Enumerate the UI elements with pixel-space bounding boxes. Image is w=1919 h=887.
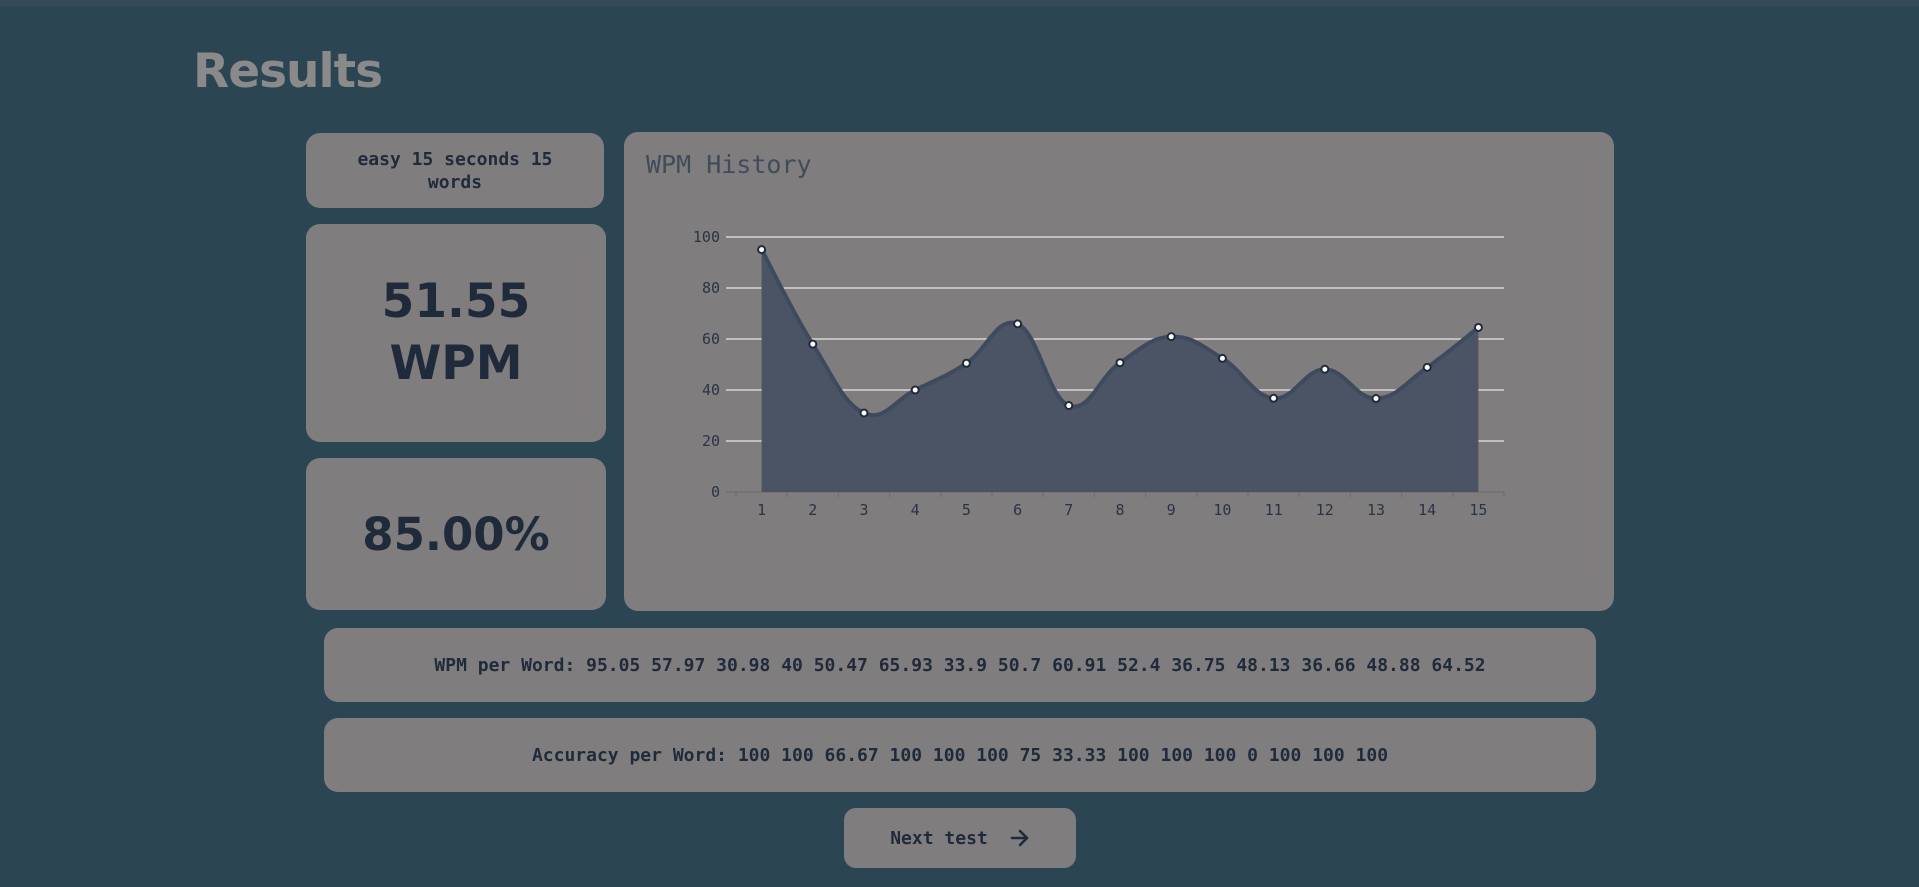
x-tick-label: 5 [962, 501, 971, 519]
data-point [1269, 393, 1279, 403]
test-mode-label: easy 15 seconds 15 words [357, 148, 553, 193]
data-point [1166, 332, 1176, 342]
wpm-history-chart-card: WPM History 0 20 40 60 80 100 1 2 3 4 5 6 7 8 9 10 11 12 1… [624, 132, 1614, 611]
x-tick-label: 11 [1265, 501, 1283, 519]
x-tick-label: 7 [1064, 501, 1073, 519]
y-tick-label: 40 [702, 381, 720, 399]
chart-title: WPM History [646, 150, 812, 179]
x-tick-label: 13 [1367, 501, 1385, 519]
wpm-result: 51.55 WPM [382, 271, 531, 395]
data-point [757, 245, 767, 255]
wpm-card: 51.55 WPM [306, 224, 606, 442]
data-point [808, 339, 818, 349]
data-point [1422, 362, 1432, 372]
x-tick-label: 1 [757, 501, 766, 519]
accuracy-card: 85.00% [306, 458, 606, 610]
wpm-per-word-text: WPM per Word: 95.05 57.97 30.98 40 50.47… [434, 654, 1486, 676]
x-tick-label: 6 [1013, 501, 1022, 519]
y-tick-label: 60 [702, 330, 720, 348]
y-tick-label: 0 [711, 483, 720, 501]
y-tick-label: 20 [702, 432, 720, 450]
x-tick-label: 2 [808, 501, 817, 519]
data-point [910, 385, 920, 395]
x-tick-label: 10 [1213, 501, 1231, 519]
wpm-value: 51.55 [381, 274, 531, 329]
page-title: Results [193, 44, 383, 99]
x-tick-label: 14 [1418, 501, 1436, 519]
wpm-unit: WPM [389, 336, 523, 391]
top-border [0, 0, 1919, 6]
x-tick-label: 8 [1115, 501, 1124, 519]
next-test-label: Next test [890, 827, 988, 849]
x-tick-label: 12 [1316, 501, 1334, 519]
arrow-right-icon [1010, 829, 1030, 847]
data-point [961, 358, 971, 368]
y-tick-label: 80 [702, 279, 720, 297]
x-tick-label: 4 [911, 501, 920, 519]
data-point [1064, 401, 1074, 411]
wpm-area [761, 249, 1479, 492]
accuracy-per-word-card: Accuracy per Word: 100 100 66.67 100 100… [324, 718, 1596, 792]
accuracy-value: 85.00% [362, 507, 550, 561]
wpm-per-word-card: WPM per Word: 95.05 57.97 30.98 40 50.47… [324, 628, 1596, 702]
y-tick-label: 100 [693, 228, 720, 246]
data-point [1217, 353, 1227, 363]
data-point [1013, 319, 1023, 329]
accuracy-per-word-text: Accuracy per Word: 100 100 66.67 100 100… [531, 744, 1389, 766]
next-test-button[interactable]: Next test [844, 808, 1076, 868]
data-point [859, 408, 869, 418]
test-mode-card: easy 15 seconds 15 words [306, 133, 604, 208]
data-point [1115, 358, 1125, 368]
data-point [1320, 364, 1330, 374]
data-point [1371, 394, 1381, 404]
x-tick-label: 9 [1167, 501, 1176, 519]
data-point [1473, 322, 1483, 332]
x-tick-label: 15 [1469, 501, 1487, 519]
x-tick-label: 3 [859, 501, 868, 519]
